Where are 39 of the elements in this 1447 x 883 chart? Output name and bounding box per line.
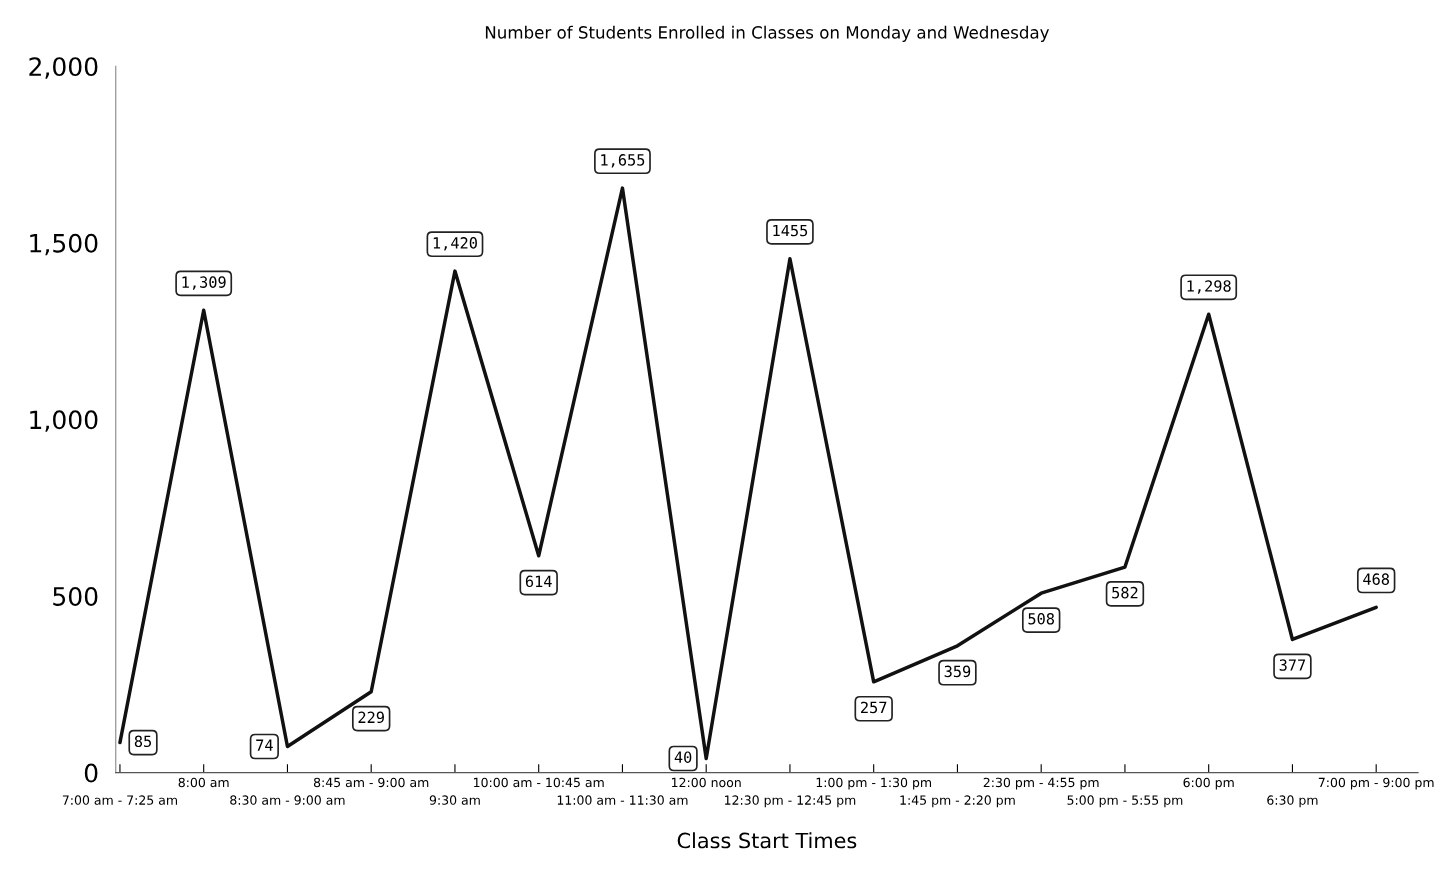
x-tick-label: 1:45 pm - 2:20 pm	[900, 795, 1015, 808]
y-tick-label: 1,500	[30, 233, 98, 256]
data-label: 1,655	[601, 154, 645, 168]
data-label: 85	[134, 735, 152, 748]
x-tick-label: 6:00 pm	[1183, 777, 1234, 790]
x-tick-label: 10:00 am - 10:45 am	[474, 777, 604, 788]
x-tick-label: 9:30 am	[429, 795, 480, 805]
x-tick-label: 1:00 pm - 1:30 pm	[816, 777, 932, 790]
x-tick-label: 2:30 pm - 4:55 pm	[983, 777, 1099, 790]
data-label: 359	[944, 665, 971, 678]
data-label: 40	[674, 751, 692, 763]
data-label: 1,309	[182, 276, 226, 290]
x-tick-label: 12:30 pm - 12:45 pm	[724, 795, 856, 808]
data-label: 74	[256, 739, 273, 751]
x-tick-label: 8:30 am - 9:00 am	[230, 795, 345, 805]
y-tick-label: 0	[84, 763, 98, 783]
y-tick-label: 1,000	[30, 410, 98, 432]
data-label: 1,420	[433, 237, 477, 251]
x-tick-label: 7:00 pm - 9:00 pm	[1318, 777, 1434, 790]
x-tick-label: 12:00 noon	[672, 777, 741, 788]
x-tick-label: 8:45 am - 9:00 am	[313, 777, 429, 788]
data-label: 1,298	[1187, 280, 1231, 294]
x-tick-label: 8:00 am	[178, 777, 229, 788]
x-tick-label: 6:30 pm	[1267, 795, 1318, 808]
y-tick-label: 2,000	[29, 57, 98, 79]
data-label: 508	[1028, 612, 1055, 625]
data-label: 377	[1279, 659, 1306, 671]
data-label: 1455	[773, 224, 808, 237]
x-axis-title: Class Start Times	[677, 832, 857, 849]
x-tick-label: 7:00 am - 7:25 am	[62, 795, 177, 805]
data-label: 614	[525, 575, 552, 588]
data-label: 257	[861, 701, 887, 714]
x-tick-label: 5:00 pm - 5:55 pm	[1067, 795, 1183, 808]
data-label: 229	[358, 711, 384, 724]
data-label: 582	[1112, 586, 1138, 599]
data-label: 468	[1363, 573, 1390, 585]
chart-title: Number of Students Enrolled in Classes on Monday and Wednesday	[485, 25, 1050, 42]
y-tick-label: 500	[53, 586, 98, 606]
x-tick-label: 11:00 am - 11:30 am	[557, 795, 688, 805]
